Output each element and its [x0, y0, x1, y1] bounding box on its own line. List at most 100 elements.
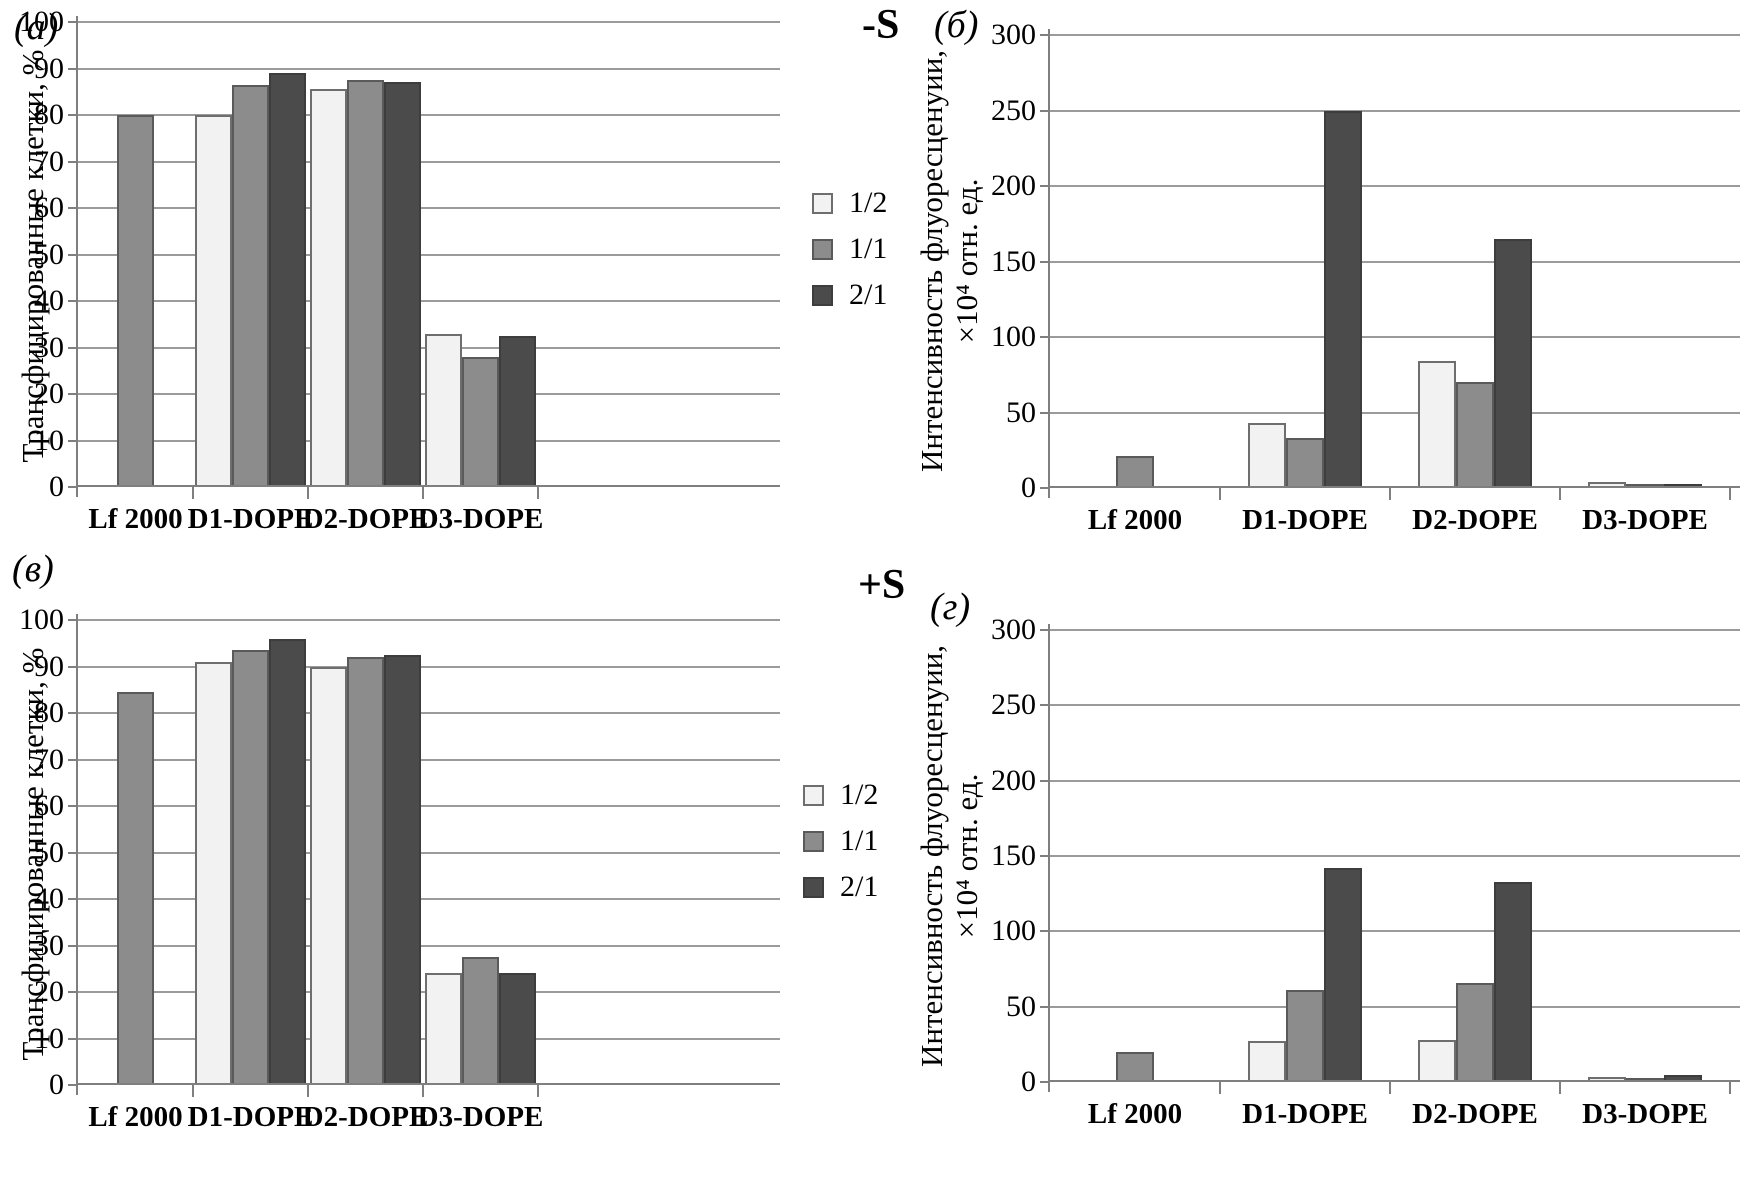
gridline	[1050, 704, 1740, 707]
legend-item: 1/2	[812, 180, 887, 226]
bar-d2-dope-2-1	[384, 82, 421, 487]
chart-a-plot-area: 0 10 20 30 40 50 60 70 80 90 100 Lf 2000 D1-DOPE D2-D…	[19, 5, 780, 535]
y-axis-tick	[68, 253, 76, 256]
bar-d1-dope-1-2	[1248, 1041, 1286, 1082]
legend-label: 2/1	[840, 870, 879, 903]
bar-d1-dope-2-1	[1324, 868, 1362, 1082]
x-axis-tick	[1219, 1082, 1221, 1094]
legend-swatch-1-1	[812, 238, 833, 260]
legend-label: 1/1	[840, 824, 879, 857]
x-axis-line	[1048, 486, 1740, 488]
gridline	[1050, 34, 1740, 36]
y-tick-label: 0	[1021, 1065, 1036, 1098]
y-axis-tick	[68, 393, 76, 395]
x-axis-tick	[1729, 1082, 1731, 1094]
y-tick-label: 50	[34, 835, 64, 869]
y-axis-tick	[68, 160, 76, 163]
legend-bottom: 1/2 1/1 2/1	[803, 772, 878, 910]
y-axis-tick	[68, 114, 76, 116]
y-tick-label: 100	[19, 603, 64, 636]
y-tick-label: 80	[34, 98, 64, 131]
x-axis-line	[1048, 1080, 1740, 1082]
x-axis-tick	[1559, 1082, 1561, 1094]
x-axis-tick	[307, 487, 309, 499]
bar-d1-dope-1-1	[1286, 438, 1324, 488]
y-axis-tick	[1040, 1081, 1048, 1083]
legend-item: 2/1	[812, 272, 887, 318]
x-category-label: D3-DOPE	[1582, 504, 1708, 536]
bar-d3-dope-1-1	[462, 957, 499, 1085]
gridline	[78, 207, 780, 209]
x-category-label: D1-DOPE	[187, 503, 314, 535]
gridline	[1050, 411, 1740, 414]
bar-d2-dope-2-1	[384, 654, 421, 1085]
gridline	[78, 67, 780, 70]
y-axis-tick	[68, 486, 76, 488]
x-category-label: D2-DOPE	[302, 1101, 429, 1133]
y-tick-label: 0	[49, 470, 64, 503]
y-axis-tick	[68, 67, 76, 70]
gridline	[78, 21, 780, 23]
x-category-label: D3-DOPE	[417, 1101, 544, 1133]
x-category-label: Lf 2000	[1087, 504, 1183, 536]
y-axis-tick	[1040, 487, 1048, 489]
bar-d1-dope-2-1	[269, 638, 306, 1085]
y-axis-line	[76, 16, 78, 497]
bar-d3-dope-2-1	[499, 973, 536, 1085]
y-tick-label: 200	[991, 763, 1036, 797]
gridline	[78, 944, 780, 947]
bar-d2-dope-1-1	[347, 80, 384, 487]
y-axis-tick	[1040, 930, 1048, 933]
y-axis-title-line: Интенсивность флуоресценуии,	[914, 49, 950, 473]
x-axis-tick	[1389, 1082, 1391, 1094]
x-category-label: D2-DOPE	[1412, 1098, 1538, 1130]
x-category-label: Lf 2000	[88, 503, 183, 535]
bar-d1-dope-1-2	[195, 115, 232, 487]
gridline	[78, 114, 780, 116]
legend-item: 2/1	[803, 864, 878, 910]
y-axis-tick	[1040, 855, 1048, 857]
y-tick-label: 50	[1006, 395, 1036, 429]
bar-d1-dope-1-2	[1248, 423, 1286, 488]
gridline	[1050, 779, 1740, 782]
y-tick-label: 80	[34, 696, 64, 729]
bar-d3-dope-1-2	[425, 973, 462, 1085]
legend-item: 1/1	[803, 818, 878, 864]
bar-d2-dope-1-1	[347, 657, 384, 1085]
y-axis-tick	[68, 944, 76, 947]
y-axis-title-line: Интенсивность флуоресценуии,	[914, 644, 950, 1068]
x-category-label: D1-DOPE	[1242, 1098, 1368, 1130]
y-axis-tick	[68, 1037, 76, 1040]
gridline	[78, 712, 780, 714]
x-category-label: Lf 2000	[1087, 1098, 1183, 1130]
x-category-label: D3-DOPE	[1582, 1098, 1708, 1130]
bar-lf-2000-1-1	[117, 115, 154, 487]
bar-d1-dope-1-1	[232, 650, 269, 1085]
x-category-label: D1-DOPE	[1242, 504, 1368, 536]
legend-label: 2/1	[849, 278, 888, 311]
y-axis-tick	[1040, 1005, 1048, 1008]
y-axis-tick	[68, 898, 76, 900]
legend-swatch-2-1	[803, 876, 824, 898]
y-tick-label: 50	[34, 237, 64, 271]
y-axis-tick	[1040, 260, 1048, 263]
y-tick-label: 50	[1006, 989, 1036, 1023]
bar-d1-dope-1-2	[195, 661, 232, 1085]
gridline	[78, 300, 780, 302]
y-tick-label: 10	[34, 423, 64, 457]
y-axis-line	[1048, 29, 1050, 498]
y-tick-label: 100	[991, 914, 1036, 948]
y-axis-tick	[1040, 185, 1048, 187]
panel-label-g: (г)	[930, 586, 971, 628]
y-tick-label: 40	[34, 882, 64, 915]
x-category-label: D3-DOPE	[417, 503, 544, 535]
y-tick-label: 300	[991, 18, 1036, 51]
y-axis-tick	[1040, 411, 1048, 414]
y-axis-line	[1048, 624, 1050, 1092]
bar-d2-dope-2-1	[1494, 238, 1532, 488]
bar-d1-dope-2-1	[269, 73, 306, 487]
x-category-label: D2-DOPE	[1412, 504, 1538, 536]
bar-d2-dope-1-1	[1456, 982, 1494, 1082]
legend-swatch-1-2	[803, 784, 824, 806]
y-tick-label: 200	[991, 169, 1036, 202]
